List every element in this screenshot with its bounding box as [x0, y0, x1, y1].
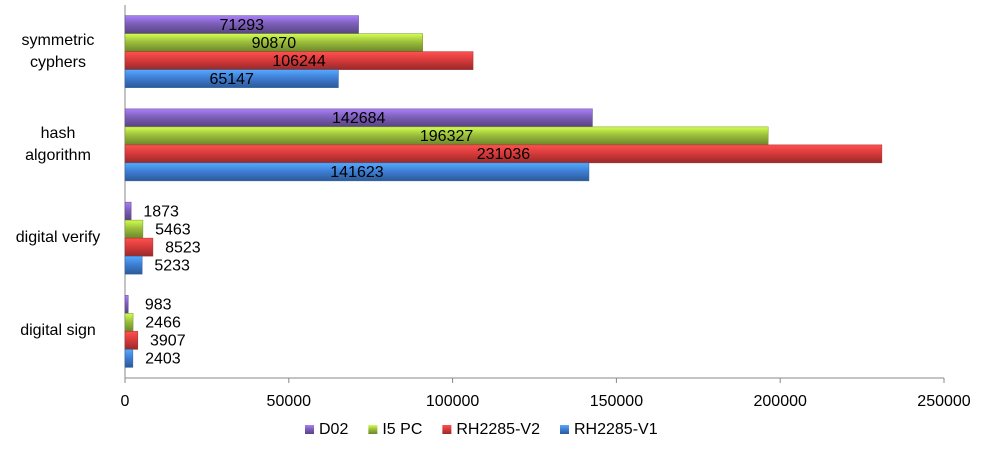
data-label: 71293 [220, 17, 265, 34]
data-label: 90870 [252, 35, 297, 52]
data-label: 106244 [272, 53, 325, 70]
bar [124, 295, 129, 314]
data-label: 231036 [477, 146, 530, 163]
legend-label: I5 PC [382, 421, 422, 438]
bar [124, 313, 134, 332]
bar [124, 255, 143, 275]
data-label: 2403 [145, 351, 181, 368]
data-label: 3907 [150, 333, 186, 350]
bar [124, 237, 154, 257]
category-label: symmetric cyphers [21, 31, 95, 71]
x-tick-label: 250000 [917, 393, 970, 410]
bar [124, 331, 139, 350]
data-label: 8523 [165, 239, 201, 256]
data-label: 5233 [154, 257, 190, 274]
x-tick-label: 200000 [754, 393, 807, 410]
legend-swatch [368, 425, 378, 434]
data-label: 1873 [143, 203, 179, 220]
legend-label: RH2285-V2 [456, 421, 540, 438]
legend-swatch [559, 425, 569, 434]
legend-label: RH2285-V1 [574, 421, 658, 438]
legend-swatch [305, 425, 314, 434]
x-tick-label: 50000 [267, 393, 312, 410]
bar [124, 162, 590, 182]
category-label: hash algorithm [25, 124, 91, 164]
bar [124, 349, 134, 368]
data-label: 65147 [209, 71, 254, 88]
category-label: digital verify [15, 229, 101, 247]
x-tick-label: 0 [121, 393, 130, 410]
legend-label: D02 [319, 421, 348, 438]
data-label: 5463 [155, 221, 191, 238]
data-label: 141623 [330, 164, 383, 181]
bar [124, 69, 339, 88]
data-label: 196327 [420, 128, 473, 145]
x-tick-label: 100000 [426, 393, 479, 410]
bar [124, 219, 144, 239]
data-label: 142684 [332, 110, 385, 127]
legend-swatch [442, 425, 452, 434]
data-label: 2466 [145, 315, 181, 332]
bar [124, 201, 132, 221]
category-label: digital sign [20, 322, 96, 340]
data-label: 983 [145, 297, 172, 314]
x-tick-label: 150000 [590, 393, 643, 410]
